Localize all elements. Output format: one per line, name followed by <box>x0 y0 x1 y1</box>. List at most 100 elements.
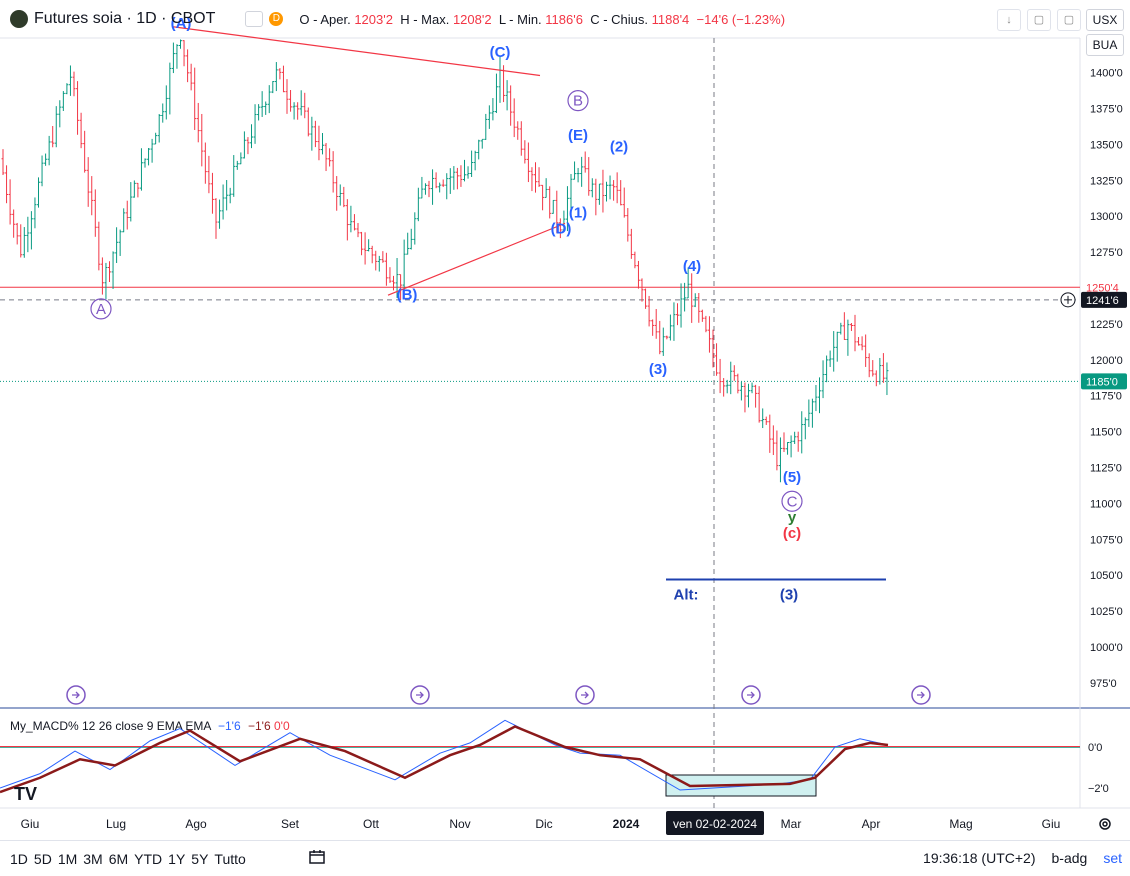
trend-line <box>387 222 566 296</box>
range-ytd[interactable]: YTD <box>134 850 163 867</box>
price-tick-label: 1050'0 <box>1090 570 1123 582</box>
price-tick-label: 1025'0 <box>1090 606 1123 618</box>
macd-tick-label: −2'0 <box>1088 783 1109 795</box>
range-3m[interactable]: 3M <box>83 850 103 867</box>
currency-select[interactable]: USX <box>1086 9 1124 31</box>
crosshair-date-bg <box>666 811 764 835</box>
download-icon[interactable]: ↓ <box>997 9 1021 31</box>
wave-label: (5) <box>783 469 801 486</box>
wave-label: (B) <box>397 286 418 303</box>
time-tick-label: Ago <box>185 817 207 831</box>
wave-label: y <box>788 509 797 526</box>
macd-title: My_MACD% 12 26 close 9 EMA EMA <box>10 719 211 733</box>
range-1m[interactable]: 1M <box>57 850 78 867</box>
macd-tick-label: 0'0 <box>1088 742 1102 754</box>
price-tick-label: 1225'0 <box>1090 319 1123 331</box>
tradingview-logo-icon: TV <box>14 784 37 804</box>
range-1y[interactable]: 1Y <box>168 850 186 867</box>
header-buttons: ↓ ▢ ▢ <box>997 9 1081 31</box>
high-value: 1208'2 <box>452 11 492 27</box>
chart-svg[interactable]: (A) (C) B (E) (2) (1)(D) (4) A (B) (3) (5) Cy(c) Alt… <box>0 0 1130 840</box>
macd-value: −1'6 <box>218 719 241 733</box>
macd-pane: My_MACD% 12 26 close 9 EMA EMA −1'6 −1'6 0'… <box>0 719 1109 804</box>
gear-icon[interactable] <box>1097 816 1113 832</box>
crosshair-date-label: ven 02-02-2024 <box>673 817 757 831</box>
price-tick-label: 1175'0 <box>1090 391 1122 403</box>
range-1d[interactable]: 1D <box>10 850 28 867</box>
wave-label-circle <box>567 90 589 112</box>
wave-label: A <box>96 301 106 318</box>
candles <box>1 39 889 483</box>
crosshair-price-tag-bg <box>1081 291 1127 308</box>
time-tick-label: Mag <box>949 817 972 831</box>
crosshair-price-tag: 1241'6 <box>1086 295 1119 307</box>
fullscreen-icon[interactable]: ▢ <box>1027 9 1051 31</box>
time-axis: Giu Lug Ago Set Ott Nov Dic 2024 Mar Apr Mag Giu ven… <box>21 811 1060 835</box>
wave-labels: (A) (C) B (E) (2) (1)(D) (4) A (B) (3) (5) Cy(c) Alt… <box>66 15 931 705</box>
wave-label: B <box>573 93 583 110</box>
price-axis: 1400'0 1375'0 1350'0 1325'0 1300'0 1275'0 1250… <box>1060 68 1127 690</box>
nav-arrow-glyph <box>581 691 589 699</box>
time-tick-label: Apr <box>862 817 881 831</box>
nav-arrow-glyph <box>917 691 925 699</box>
price-tick-label: 1400'0 <box>1090 68 1123 80</box>
range-all[interactable]: Tutto <box>214 850 246 867</box>
high-label: H - Max. <box>400 11 450 27</box>
horizontal-lines <box>0 38 1080 808</box>
price-tick-label: 1000'0 <box>1090 642 1123 654</box>
range-6m[interactable]: 6M <box>108 850 129 867</box>
price-tick-label: 1150'0 <box>1090 427 1122 439</box>
settlement-toggle[interactable]: set <box>1103 850 1122 866</box>
close-value: 1188'4 <box>651 11 690 27</box>
hist-value: 0'0 <box>274 719 290 733</box>
wave-label-circle <box>90 298 112 320</box>
wave-label: (C) <box>490 44 511 61</box>
range-5y[interactable]: 5Y <box>191 850 209 867</box>
trend-lines <box>171 26 886 581</box>
time-tick-label: Ott <box>363 817 380 831</box>
calendar-range-icon[interactable] <box>308 849 326 865</box>
wave-label: (D) <box>551 220 572 237</box>
price-tick-label: 1200'0 <box>1090 355 1123 367</box>
market-status-icon <box>245 11 264 27</box>
open-value: 1203'2 <box>354 11 393 27</box>
adjustment-toggle[interactable]: b-adg <box>1051 850 1088 866</box>
wave-label: (A) <box>171 15 192 32</box>
wave-label-circle <box>781 490 803 512</box>
symbol-logo-icon[interactable] <box>10 10 28 28</box>
signal-value: −1'6 <box>248 719 271 733</box>
low-label: L - Min. <box>498 11 542 27</box>
wave-label: C <box>787 493 798 510</box>
price-tick-label: 1300'0 <box>1090 211 1123 223</box>
bottom-toolbar: 1D 5D 1M 3M 6M YTD 1Y 5Y Tutto <box>0 840 1130 876</box>
wave-label: (c) <box>783 525 801 542</box>
unit-select[interactable]: BUA <box>1086 34 1124 56</box>
wave-label: (4) <box>683 258 701 275</box>
symbol-title[interactable]: Futures soia · 1D · CBOT <box>34 10 216 27</box>
time-tick-label: Lug <box>106 817 126 831</box>
wave-label: (2) <box>610 139 628 156</box>
screenshot-icon[interactable]: ▢ <box>1057 9 1081 31</box>
price-tick-label: 1325'0 <box>1090 175 1123 187</box>
wave-label: (3) <box>649 361 667 378</box>
nav-arrow-glyph <box>416 691 424 699</box>
price-tick-label: 1075'0 <box>1090 534 1123 546</box>
trend-line <box>171 26 541 77</box>
low-value: 1186'6 <box>545 11 583 27</box>
price-tick-label: 1275'0 <box>1090 247 1123 259</box>
data-badge: D <box>269 12 284 26</box>
price-tick-label: 975'0 <box>1090 678 1117 690</box>
time-tick-label: Mar <box>781 817 802 831</box>
close-label: C - Chius. <box>590 11 648 27</box>
line-price-tag: 1250'4 <box>1086 282 1119 294</box>
ohlc-readout: O - Aper. 1203'2 H - Max. 1208'2 L - Min… <box>299 12 785 27</box>
signal-line <box>0 725 889 794</box>
nav-arrow-glyph <box>72 691 80 699</box>
time-tick-label: Giu <box>21 817 40 831</box>
price-tick-label: 1375'0 <box>1090 104 1123 116</box>
nav-arrow-glyph <box>747 691 755 699</box>
current-price-tag: 1185'0 <box>1086 376 1118 388</box>
clock-time[interactable]: 19:36:18 (UTC+2) <box>923 850 1036 866</box>
open-label: O - Aper. <box>299 11 351 27</box>
range-5d[interactable]: 5D <box>33 850 52 867</box>
